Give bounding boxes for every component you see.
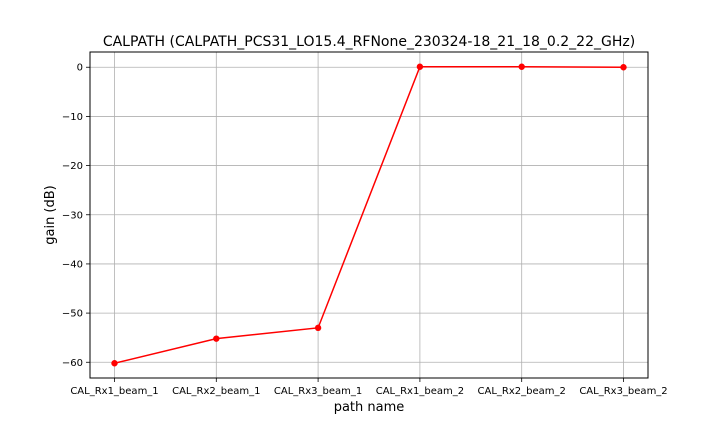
x-tick-label: CAL_Rx3_beam_2: [579, 386, 667, 397]
x-tick-label: CAL_Rx2_beam_1: [172, 386, 260, 397]
data-point: [518, 63, 525, 70]
x-tick-label: CAL_Rx3_beam_1: [274, 386, 362, 397]
y-axis-label: gain (dB): [43, 185, 58, 245]
y-tick-label: −30: [62, 210, 83, 221]
x-tick-label: CAL_Rx2_beam_2: [478, 386, 566, 397]
y-tick-label: −20: [62, 161, 83, 172]
y-tick-label: −50: [62, 309, 83, 320]
x-axis-label: path name: [334, 400, 405, 415]
series-line: [114, 66, 624, 364]
data-point: [213, 335, 220, 342]
chart-title: CALPATH (CALPATH_PCS31_LO15.4_RFNone_230…: [103, 34, 635, 50]
y-tick-label: −40: [62, 259, 83, 270]
x-tick-label: CAL_Rx1_beam_2: [376, 386, 464, 397]
y-tick-label: 0: [77, 63, 83, 74]
data-point: [111, 360, 118, 367]
x-tick-label: CAL_Rx1_beam_1: [70, 386, 158, 397]
series-layer: [111, 63, 627, 367]
data-point: [416, 63, 424, 70]
x-axis: CAL_Rx1_beam_1 CAL_Rx2_beam_1 CAL_Rx3_beam…: [70, 378, 668, 397]
y-axis: 0 −10 −20 −30 −40 −50 −60: [62, 63, 90, 369]
y-tick-label: −10: [62, 112, 83, 123]
y-tick-label: −60: [62, 358, 83, 369]
data-point: [314, 324, 322, 332]
data-point: [620, 64, 627, 71]
grid: [90, 52, 648, 378]
